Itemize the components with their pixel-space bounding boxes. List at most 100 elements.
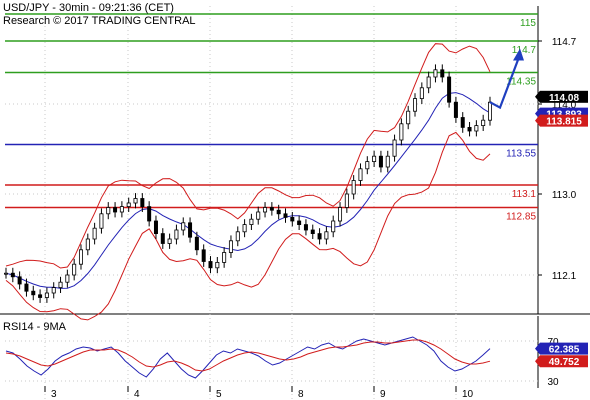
price-tag <box>540 90 588 103</box>
candle-body <box>460 117 465 128</box>
rsi-tick-label: 30 <box>547 377 559 388</box>
candle-body <box>222 252 227 263</box>
price-panel: 114.7 114.0 113.0 112.1 115 114.7 114.35 113.55… <box>0 6 590 400</box>
rsi-series-line <box>5 336 491 379</box>
candle-body <box>92 227 97 240</box>
forecast-path <box>489 54 522 110</box>
level-label: 115 <box>520 18 536 29</box>
price-tag-label: 113.815 <box>546 117 582 128</box>
candle-body <box>440 69 445 78</box>
price-tag-pointer <box>535 114 540 127</box>
rsi-panel-label: RSI14 - 9MA <box>3 321 67 333</box>
candle-body <box>160 233 165 244</box>
rsi-value-tag-pointer <box>535 342 540 355</box>
candle-body <box>447 76 452 103</box>
candle-body <box>426 76 431 89</box>
candle-body <box>167 238 172 244</box>
rsi-series-line <box>5 339 491 372</box>
candle-body <box>344 193 349 208</box>
candle-body <box>406 110 411 125</box>
candle-body <box>263 207 268 213</box>
candle-body <box>38 294 43 298</box>
candle-body <box>4 272 9 275</box>
candle-body <box>324 231 329 240</box>
candle-body <box>17 276 22 285</box>
candle-body <box>338 207 343 222</box>
candle-body <box>228 240 233 253</box>
candle-body <box>99 213 104 229</box>
candle-body <box>317 233 322 240</box>
candle-body <box>310 229 315 234</box>
candle-body <box>24 283 29 292</box>
candle-body <box>372 155 377 162</box>
candle-body <box>276 209 281 215</box>
rsi-value-tag <box>540 342 588 355</box>
candle-body <box>269 207 274 211</box>
candle-body <box>242 224 247 233</box>
candle-body <box>126 202 131 207</box>
candle-body <box>65 274 70 283</box>
candle-body <box>113 207 118 213</box>
candle-body <box>181 222 186 231</box>
price-tick-label: 112.1 <box>552 271 577 282</box>
candle-body <box>201 249 206 262</box>
candle-body <box>358 168 363 181</box>
level-label: 113.55 <box>506 149 536 160</box>
candle-body <box>174 229 179 240</box>
time-tick-label: 3 <box>51 389 57 400</box>
price-tick-label: 113.0 <box>552 190 577 201</box>
time-tick-label: 10 <box>462 389 474 400</box>
candle-body <box>10 272 15 278</box>
chart-research-header: Research © 2017 TRADING CENTRAL <box>3 15 196 27</box>
price-tag-label: 114.08 <box>549 93 579 104</box>
bollinger-upper <box>5 43 491 269</box>
time-axis: 3 4 5 8 9 10 <box>44 386 474 400</box>
rsi-value-tag <box>540 355 588 368</box>
time-tick-label: 4 <box>134 389 140 400</box>
candle-body <box>153 220 158 235</box>
price-tag <box>540 114 588 127</box>
candle-body <box>44 292 49 298</box>
candle-body <box>78 249 83 265</box>
candle-body <box>256 211 261 220</box>
rsi-value-tag-label: 62.385 <box>549 345 580 356</box>
candle-body <box>194 236 199 251</box>
candle-body <box>433 69 438 78</box>
candle-body <box>474 125 479 132</box>
candle-body <box>413 98 418 112</box>
candle-body <box>215 261 220 269</box>
price-tick-label: 114.7 <box>552 37 577 48</box>
price-tag-pointer <box>535 90 540 103</box>
candle-body <box>378 155 383 168</box>
candle-body <box>297 220 302 225</box>
candle-body <box>365 161 370 170</box>
rsi-value-tag-label: 49.752 <box>549 357 580 368</box>
candle-body <box>453 101 458 118</box>
rsi-tick-label: 70 <box>547 337 559 348</box>
price-tick-label: 114.0 <box>552 100 577 111</box>
level-label: 113.1 <box>512 189 537 200</box>
level-label: 112.85 <box>506 212 536 223</box>
time-tick-label: 9 <box>380 389 386 400</box>
forecast-arrowhead <box>513 48 524 61</box>
candle-body <box>419 87 424 100</box>
candle-body <box>147 206 152 222</box>
candle-body <box>303 224 308 231</box>
candle-body <box>51 287 56 294</box>
candle-body <box>385 155 390 168</box>
candle-body <box>106 207 111 215</box>
candle-body <box>208 261 213 269</box>
candle-body <box>235 231 240 242</box>
candle-body <box>85 238 90 251</box>
candle-body <box>249 218 254 225</box>
rsi-value-tag-pointer <box>535 355 540 368</box>
candle-body <box>72 263 77 276</box>
candle-body <box>331 220 336 233</box>
level-label: 114.7 <box>512 45 537 56</box>
candle-body <box>133 198 138 204</box>
candle-body <box>467 127 472 132</box>
candle-body <box>58 281 63 289</box>
candle-body <box>481 119 486 126</box>
bollinger-lower <box>5 131 491 321</box>
